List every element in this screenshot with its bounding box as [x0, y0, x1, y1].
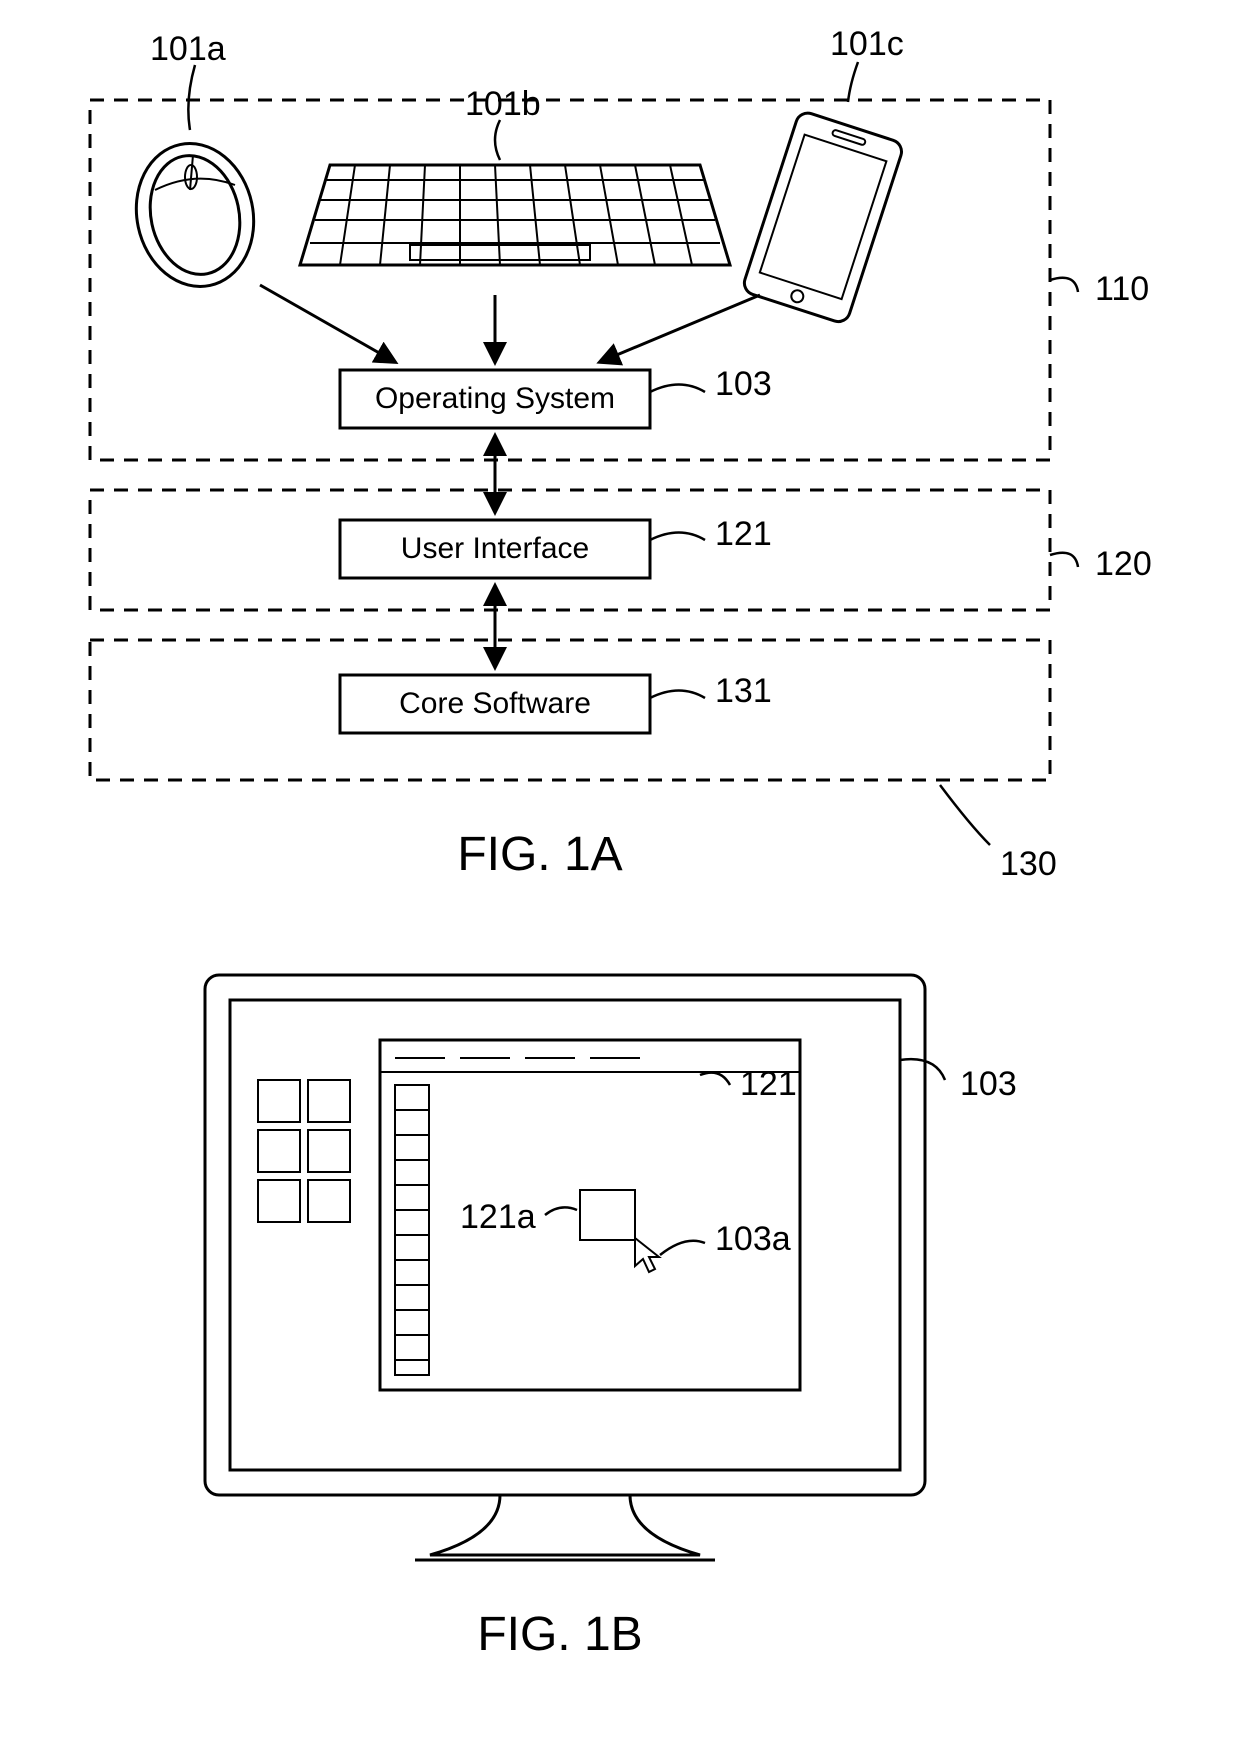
- lead-101c: [848, 62, 858, 102]
- ref-130: 130: [1000, 845, 1057, 883]
- desktop-icons: [258, 1080, 350, 1222]
- cursor-icon: [635, 1238, 659, 1272]
- lead-130: [940, 785, 990, 845]
- patent-figure: 110 120 130 101a 101b: [0, 0, 1240, 1744]
- lead-101a: [188, 65, 195, 130]
- lead-103: [650, 385, 705, 393]
- lead-110: [1050, 278, 1078, 292]
- ref-121: 121: [715, 515, 772, 553]
- keyboard-icon: [300, 165, 730, 265]
- ref-b-103: 103: [960, 1065, 1017, 1103]
- label-os: Operating System: [375, 382, 615, 415]
- widget-121a: [580, 1190, 635, 1240]
- ref-101c: 101c: [830, 25, 904, 63]
- mouse-icon: [123, 133, 266, 298]
- fig-1a: 110 120 130 101a 101b: [90, 25, 1152, 883]
- ref-101b: 101b: [465, 85, 541, 123]
- arrow-phone-os: [600, 295, 760, 362]
- label-core: Core Software: [399, 687, 591, 720]
- ref-103: 103: [715, 365, 772, 403]
- monitor-bezel: [205, 975, 925, 1495]
- label-ui: User Interface: [401, 532, 589, 565]
- fig-1b-title: FIG. 1B: [477, 1608, 642, 1661]
- ref-b-103a: 103a: [715, 1220, 791, 1258]
- lead-b-121a: [545, 1207, 577, 1215]
- lead-120: [1050, 553, 1078, 567]
- fig-1b: 121 103 121a 103a FIG. 1B: [205, 975, 1017, 1661]
- phone-icon: [741, 110, 904, 325]
- ref-110: 110: [1095, 270, 1149, 308]
- lead-b-103: [900, 1059, 945, 1080]
- arrow-mouse-os: [260, 285, 395, 362]
- ref-b-121a: 121a: [460, 1198, 536, 1236]
- monitor-stand: [430, 1495, 700, 1555]
- ref-131: 131: [715, 672, 772, 710]
- app-window: [380, 1040, 800, 1390]
- lead-131: [650, 691, 705, 699]
- lead-b-103a: [660, 1241, 705, 1255]
- ref-120: 120: [1095, 545, 1152, 583]
- fig-1a-title: FIG. 1A: [457, 828, 622, 881]
- ref-b-121: 121: [740, 1065, 797, 1103]
- lead-101b: [495, 120, 500, 160]
- lead-b-121: [700, 1073, 730, 1085]
- ref-101a: 101a: [150, 30, 226, 68]
- lead-121: [650, 533, 705, 541]
